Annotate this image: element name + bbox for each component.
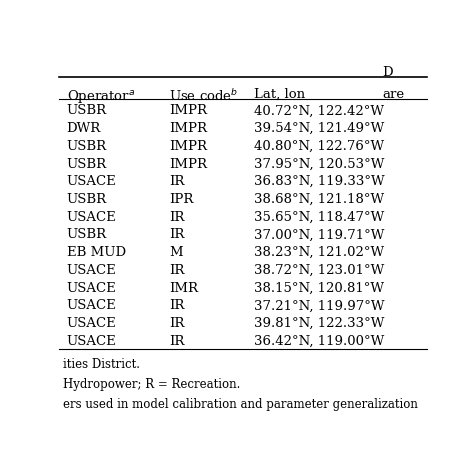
Text: IMR: IMR <box>169 282 199 295</box>
Text: USACE: USACE <box>66 264 116 277</box>
Text: USACE: USACE <box>66 300 116 312</box>
Text: are: are <box>383 88 405 101</box>
Text: IMPR: IMPR <box>169 104 208 118</box>
Text: 35.65°N, 118.47°W: 35.65°N, 118.47°W <box>254 210 384 224</box>
Text: USACE: USACE <box>66 282 116 295</box>
Text: 37.95°N, 120.53°W: 37.95°N, 120.53°W <box>254 157 384 171</box>
Text: 39.54°N, 121.49°W: 39.54°N, 121.49°W <box>254 122 384 135</box>
Text: IR: IR <box>169 210 185 224</box>
Text: Operator$^a$: Operator$^a$ <box>66 88 135 105</box>
Text: USBR: USBR <box>66 140 107 153</box>
Text: D: D <box>383 66 393 79</box>
Text: 38.68°N, 121.18°W: 38.68°N, 121.18°W <box>254 193 384 206</box>
Text: IR: IR <box>169 300 185 312</box>
Text: ities District.: ities District. <box>63 358 140 371</box>
Text: 40.72°N, 122.42°W: 40.72°N, 122.42°W <box>254 104 384 118</box>
Text: DWR: DWR <box>66 122 101 135</box>
Text: Hydropower; R = Recreation.: Hydropower; R = Recreation. <box>63 378 240 391</box>
Text: USACE: USACE <box>66 335 116 348</box>
Text: IMPR: IMPR <box>169 122 208 135</box>
Text: IR: IR <box>169 228 185 241</box>
Text: ers used in model calibration and parameter generalization: ers used in model calibration and parame… <box>63 398 418 411</box>
Text: 38.23°N, 121.02°W: 38.23°N, 121.02°W <box>254 246 384 259</box>
Text: EB MUD: EB MUD <box>66 246 126 259</box>
Text: 38.15°N, 120.81°W: 38.15°N, 120.81°W <box>254 282 384 295</box>
Text: USACE: USACE <box>66 317 116 330</box>
Text: Use code$^b$: Use code$^b$ <box>169 88 239 104</box>
Text: IMPR: IMPR <box>169 157 208 171</box>
Text: USACE: USACE <box>66 210 116 224</box>
Text: Lat, lon: Lat, lon <box>254 88 305 101</box>
Text: USBR: USBR <box>66 157 107 171</box>
Text: IR: IR <box>169 317 185 330</box>
Text: IMPR: IMPR <box>169 140 208 153</box>
Text: 40.80°N, 122.76°W: 40.80°N, 122.76°W <box>254 140 384 153</box>
Text: USBR: USBR <box>66 228 107 241</box>
Text: 37.21°N, 119.97°W: 37.21°N, 119.97°W <box>254 300 384 312</box>
Text: IR: IR <box>169 264 185 277</box>
Text: IR: IR <box>169 175 185 188</box>
Text: 37.00°N, 119.71°W: 37.00°N, 119.71°W <box>254 228 384 241</box>
Text: IR: IR <box>169 335 185 348</box>
Text: IPR: IPR <box>169 193 194 206</box>
Text: 36.42°N, 119.00°W: 36.42°N, 119.00°W <box>254 335 384 348</box>
Text: USBR: USBR <box>66 193 107 206</box>
Text: USACE: USACE <box>66 175 116 188</box>
Text: 36.83°N, 119.33°W: 36.83°N, 119.33°W <box>254 175 384 188</box>
Text: 38.72°N, 123.01°W: 38.72°N, 123.01°W <box>254 264 384 277</box>
Text: M: M <box>169 246 183 259</box>
Text: 39.81°N, 122.33°W: 39.81°N, 122.33°W <box>254 317 384 330</box>
Text: USBR: USBR <box>66 104 107 118</box>
